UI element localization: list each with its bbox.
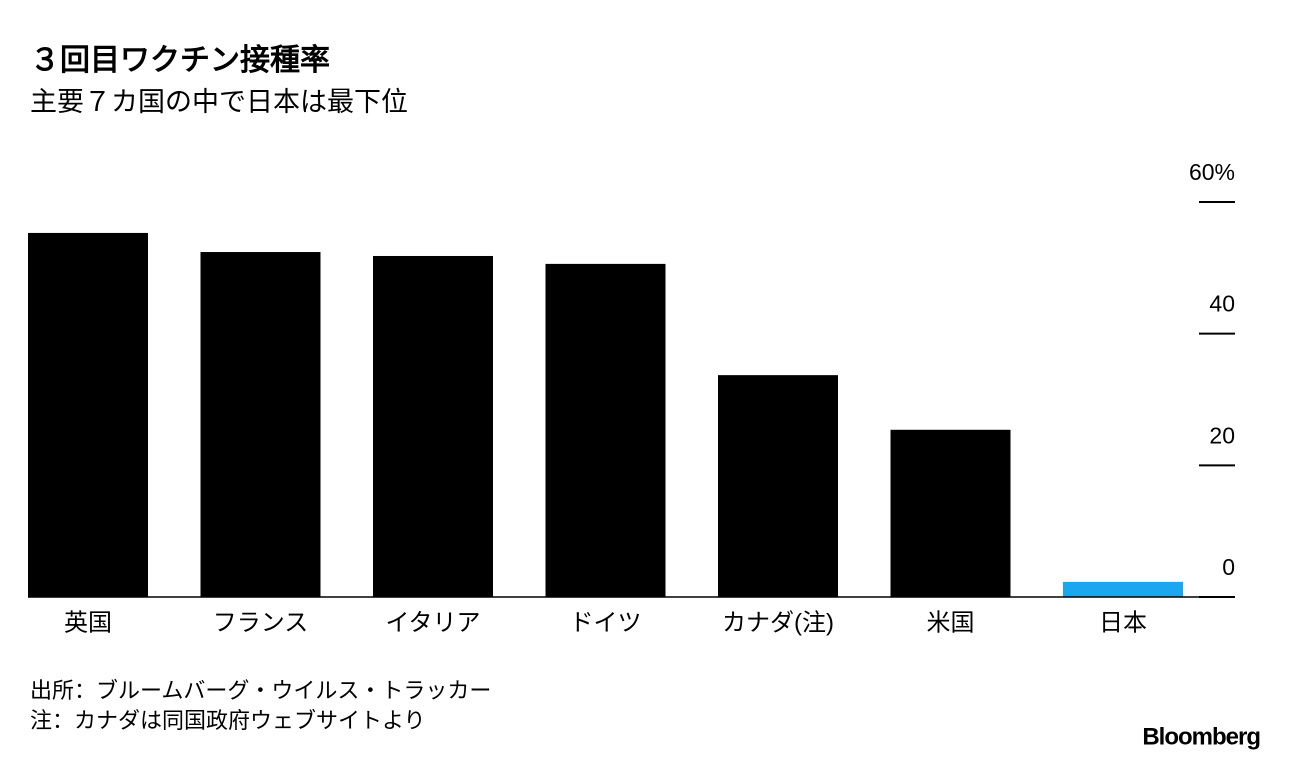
x-tick-label: ドイツ bbox=[570, 609, 642, 636]
x-tick-label: カナダ(注) bbox=[722, 609, 834, 636]
y-tick-label: 0 bbox=[1222, 554, 1235, 580]
x-tick-label: 日本 bbox=[1099, 609, 1147, 636]
chart-subtitle: 主要７カ国の中で日本は最下位 bbox=[30, 87, 408, 117]
bar bbox=[28, 232, 148, 598]
x-tick-label: 英国 bbox=[64, 609, 112, 636]
brand-logo: Bloomberg bbox=[1142, 723, 1260, 750]
bar bbox=[545, 263, 666, 597]
y-tick-label: 40 bbox=[1209, 291, 1235, 317]
x-tick-label: フランス bbox=[213, 609, 309, 636]
bar bbox=[890, 429, 1011, 597]
x-tick-label: 米国 bbox=[927, 609, 975, 636]
note: 注：カナダは同国政府ウェブサイトより bbox=[30, 708, 426, 733]
bar bbox=[200, 252, 321, 598]
chart-title: ３回目ワクチン接種率 bbox=[30, 44, 330, 77]
bar bbox=[373, 255, 493, 597]
bar bbox=[1063, 581, 1183, 597]
y-tick-label: 60% bbox=[1189, 159, 1235, 185]
source: 出所：ブルームバーグ・ウイルス・トラッカー bbox=[30, 678, 491, 703]
bar bbox=[718, 375, 838, 597]
y-tick-label: 20 bbox=[1209, 422, 1235, 448]
x-tick-label: イタリア bbox=[385, 609, 480, 636]
